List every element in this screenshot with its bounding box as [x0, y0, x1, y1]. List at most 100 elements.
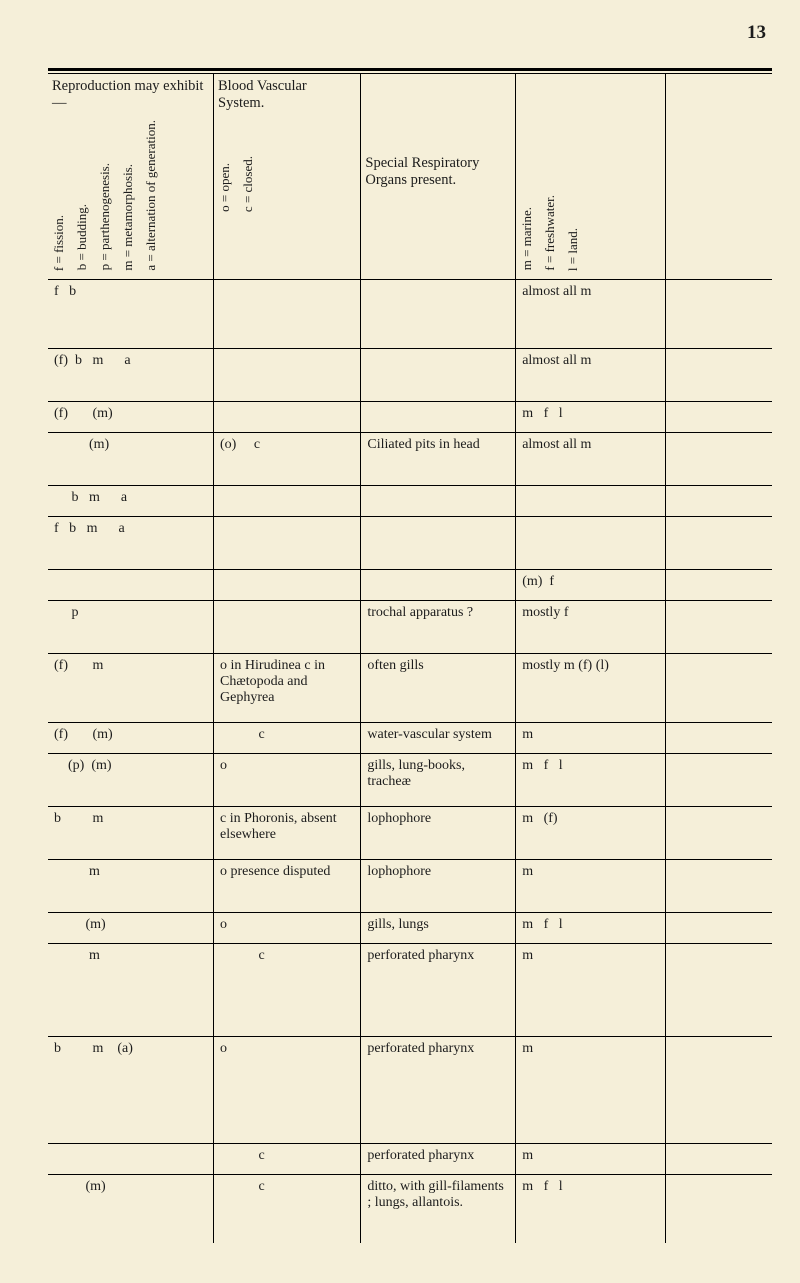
- cell-habitat: m: [516, 943, 665, 1036]
- cell-repro: (m): [48, 1174, 214, 1243]
- col-header-reproduction: Reproduction may exhibit— f = fission. b…: [48, 74, 214, 279]
- table-row: (m) f: [48, 569, 772, 600]
- cell-repro: m: [48, 943, 214, 1036]
- cell-extra: [665, 600, 772, 653]
- table-row: b m (a)operforated pharynxm: [48, 1036, 772, 1143]
- cell-extra: [665, 943, 772, 1036]
- cell-habitat: m: [516, 722, 665, 753]
- legend-metamorph: m = metamorphosis.: [121, 164, 136, 271]
- legend-partheno: p = parthenogenesis.: [98, 163, 113, 270]
- cell-resp: [361, 569, 516, 600]
- cell-extra: [665, 569, 772, 600]
- table-body: f balmost all m(f) b m aalmost all m(f) …: [48, 279, 772, 1243]
- cell-blood: c: [214, 1143, 361, 1174]
- cell-resp: [361, 348, 516, 401]
- cell-habitat: m f l: [516, 912, 665, 943]
- cell-repro: p: [48, 600, 214, 653]
- table-row: m cperforated pharynxm: [48, 943, 772, 1036]
- table-row: (p) (m)ogills, lung-books, tracheæm f l: [48, 753, 772, 806]
- cell-blood: c: [214, 722, 361, 753]
- cell-habitat: almost all m: [516, 348, 665, 401]
- col-title-blood: Blood Vascular System.: [218, 78, 356, 116]
- cell-extra: [665, 432, 772, 485]
- table-row: (m)(o) cCiliated pits in headalmost all …: [48, 432, 772, 485]
- cell-extra: [665, 753, 772, 806]
- cell-repro: (m): [48, 432, 214, 485]
- cell-repro: [48, 1143, 214, 1174]
- table-row: mo presence disputedlophophorem: [48, 859, 772, 912]
- cell-habitat: m: [516, 1143, 665, 1174]
- legend-fission: f = fission.: [52, 215, 67, 271]
- cell-resp: lophophore: [361, 859, 516, 912]
- cell-habitat: [516, 485, 665, 516]
- col-header-resp: Special Respiratory Organs present.: [361, 74, 516, 279]
- cell-repro: b m (a): [48, 1036, 214, 1143]
- table-row: b mc in Phoronis, absent elsewherelophop…: [48, 806, 772, 859]
- cell-resp: gills, lungs: [361, 912, 516, 943]
- cell-extra: [665, 1036, 772, 1143]
- table-row: f b m a: [48, 516, 772, 569]
- cell-resp: gills, lung-books, tracheæ: [361, 753, 516, 806]
- cell-blood: [214, 279, 361, 348]
- cell-extra: [665, 279, 772, 348]
- page: 13 Reproduction may exhibit— f = fission…: [0, 0, 800, 1283]
- cell-habitat: m (f): [516, 806, 665, 859]
- cell-repro: (f) m: [48, 653, 214, 722]
- cell-extra: [665, 1143, 772, 1174]
- table-row: (f) b m aalmost all m: [48, 348, 772, 401]
- cell-resp: Ciliated pits in head: [361, 432, 516, 485]
- table-row: f balmost all m: [48, 279, 772, 348]
- cell-blood: o in Hirudinea c in Chætopoda and Gephyr…: [214, 653, 361, 722]
- legend-alternation: a = alternation of generation.: [144, 120, 159, 271]
- habitat-legend: m = marine. f = freshwater. l = land.: [520, 191, 660, 271]
- cell-habitat: mostly f: [516, 600, 665, 653]
- cell-extra: [665, 401, 772, 432]
- cell-repro: f b m a: [48, 516, 214, 569]
- cell-blood: (o) c: [214, 432, 361, 485]
- cell-resp: perforated pharynx: [361, 1143, 516, 1174]
- cell-blood: o: [214, 753, 361, 806]
- col-header-blood: Blood Vascular System. o = open. c = clo…: [214, 74, 361, 279]
- legend-open: o = open.: [218, 163, 233, 212]
- cell-extra: [665, 653, 772, 722]
- legend-land: l = land.: [566, 228, 581, 271]
- table-row: b m a: [48, 485, 772, 516]
- cell-resp: [361, 485, 516, 516]
- cell-resp: often gills: [361, 653, 516, 722]
- legend-freshwater: f = freshwater.: [543, 195, 558, 271]
- cell-extra: [665, 806, 772, 859]
- cell-resp: water-vascular system: [361, 722, 516, 753]
- cell-repro: b m a: [48, 485, 214, 516]
- table-row: (f) (m) m f l: [48, 401, 772, 432]
- cell-resp: perforated pharynx: [361, 1036, 516, 1143]
- cell-extra: [665, 516, 772, 569]
- cell-blood: [214, 569, 361, 600]
- cell-repro: (f) (m): [48, 401, 214, 432]
- cell-habitat: (m) f: [516, 569, 665, 600]
- table-row: (f) mo in Hirudinea c in Chætopoda and G…: [48, 653, 772, 722]
- cell-extra: [665, 485, 772, 516]
- cell-extra: [665, 859, 772, 912]
- cell-blood: o: [214, 1036, 361, 1143]
- col-title-resp: Special Respiratory Organs present.: [365, 155, 511, 193]
- cell-repro: (p) (m): [48, 753, 214, 806]
- table-row: ptrochal apparatus ?mostly f: [48, 600, 772, 653]
- cell-repro: (f) (m): [48, 722, 214, 753]
- table-row: (m)ogills, lungsm f l: [48, 912, 772, 943]
- cell-extra: [665, 912, 772, 943]
- col-header-habitat: m = marine. f = freshwater. l = land.: [516, 74, 665, 279]
- cell-resp: [361, 516, 516, 569]
- cell-extra: [665, 1174, 772, 1243]
- table-header-row: Reproduction may exhibit— f = fission. b…: [48, 74, 772, 279]
- cell-blood: [214, 485, 361, 516]
- cell-habitat: m f l: [516, 401, 665, 432]
- table-row: (f) (m) cwater-vascular systemm: [48, 722, 772, 753]
- cell-resp: lophophore: [361, 806, 516, 859]
- cell-blood: [214, 348, 361, 401]
- cell-resp: perforated pharynx: [361, 943, 516, 1036]
- cell-blood: o presence disputed: [214, 859, 361, 912]
- cell-habitat: m f l: [516, 1174, 665, 1243]
- cell-habitat: almost all m: [516, 279, 665, 348]
- cell-blood: c in Phoronis, absent elsewhere: [214, 806, 361, 859]
- cell-extra: [665, 348, 772, 401]
